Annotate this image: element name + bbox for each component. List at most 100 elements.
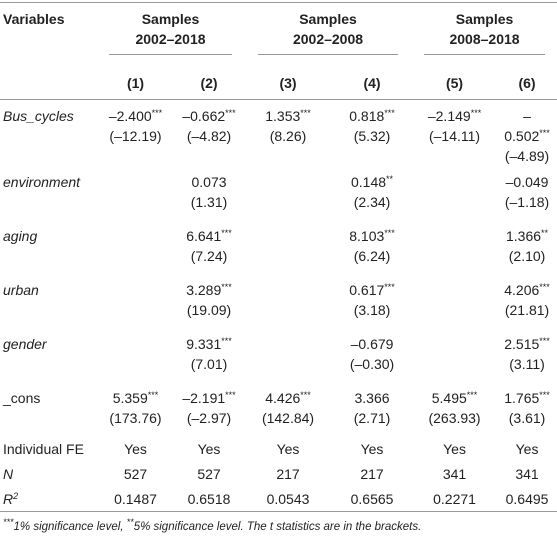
table-cell: 0.6495 — [497, 486, 557, 512]
row-label-text: Bus_cycles — [3, 108, 74, 124]
significance-stars: *** — [539, 336, 550, 346]
significance-stars: *** — [384, 228, 395, 238]
footnote: ***1% significance level, **5% significa… — [0, 512, 557, 542]
group-period: 2002–2018 — [135, 31, 206, 47]
coefficient: 8.103*** — [336, 226, 408, 246]
table-cell: 4.206*** (21.81) — [497, 274, 557, 328]
footnote-stars: *** — [3, 517, 14, 527]
table-cell: Yes — [412, 436, 497, 461]
t-statistic: (2.34) — [353, 194, 391, 210]
significance-stars: *** — [384, 282, 395, 292]
coefficient: 217 — [248, 466, 328, 482]
coefficient: –0.049 — [501, 172, 553, 192]
coefficient-value: –2.400 — [108, 108, 152, 124]
table-cell: 1.353*** (8.26) — [244, 100, 332, 167]
t-statistic: (3.11) — [509, 356, 545, 372]
coefficient-value: 0.617 — [349, 282, 385, 298]
table-cell: –0.502*** (–4.89) — [497, 100, 557, 167]
t-statistic: (19.09) — [186, 302, 232, 318]
column-header: (3) — [279, 75, 297, 91]
group-header-text: Samples 2002–2018 — [109, 9, 232, 55]
table-row: R2 0.1487 0.6518 0.0543 0.6565 0.2271 0.6495 — [0, 486, 557, 512]
table-row: environment 0.073 (1.31) 0.148** (2.34) –0.04… — [0, 166, 557, 220]
t-statistic: (2.71) — [353, 410, 391, 426]
t-statistic: (–14.11) — [428, 128, 481, 144]
group-title: Samples — [455, 11, 514, 27]
coefficient-value: 217 — [276, 465, 300, 482]
table-row: gender 9.331*** (7.01) –0.679 (–0.30) 2.515**… — [0, 328, 557, 382]
coefficient: Yes — [178, 441, 240, 457]
group-title: Samples — [299, 11, 357, 27]
column-header: (6) — [518, 75, 536, 91]
coefficient-value: 341 — [515, 465, 539, 482]
coefficient-value: Yes — [515, 440, 539, 457]
significance-stars: *** — [384, 108, 395, 118]
table-cell: 0.2271 — [412, 486, 497, 512]
t-statistic: (3.18) — [353, 302, 391, 318]
table-cell: 0.148** (2.34) — [332, 166, 412, 220]
table-cell — [412, 274, 497, 328]
significance-stars: *** — [225, 108, 236, 118]
coefficient: Yes — [416, 441, 493, 457]
row-label: gender — [0, 328, 97, 382]
table-cell: 8.103*** (6.24) — [332, 220, 412, 274]
t-statistic: (5.32) — [353, 128, 391, 144]
coefficient: 5.359*** — [101, 388, 170, 408]
coefficient-value: Yes — [276, 440, 300, 457]
coefficient: 0.6495 — [501, 491, 553, 507]
coefficient: 527 — [178, 466, 240, 482]
coefficient: Yes — [248, 441, 328, 457]
table-row: urban 3.289*** (19.09) 0.617*** (3.18) 4.206*… — [0, 274, 557, 328]
coefficient-value: 9.331 — [186, 336, 222, 352]
table-cell: 341 — [497, 461, 557, 486]
table-cell: 5.359*** (173.76) — [97, 382, 174, 436]
significance-stars: *** — [147, 390, 159, 400]
row-label-text: N — [3, 465, 14, 482]
coefficient: 1.353*** — [248, 106, 328, 126]
coefficient-value: 0.818 — [349, 108, 385, 124]
significance-stars: *** — [221, 336, 232, 346]
coefficient: 4.426*** — [248, 388, 328, 408]
empty-header — [0, 67, 97, 100]
coefficient: –0.502*** — [501, 106, 553, 146]
coefficient-value: –0.049 — [505, 174, 549, 190]
t-statistic: (–4.82) — [186, 128, 232, 144]
coefficient: 3.289*** — [178, 280, 240, 300]
row-label: aging — [0, 220, 97, 274]
row-label-text: environment — [3, 174, 81, 190]
coefficient: 0.6518 — [178, 491, 240, 507]
table-cell: 0.1487 — [97, 486, 174, 512]
coefficient-value: 4.426 — [265, 390, 301, 406]
variables-header: Variables — [3, 11, 65, 27]
coefficient: Yes — [501, 441, 553, 457]
table-cell: 9.331*** (7.01) — [174, 328, 244, 382]
coefficient: –0.662*** — [178, 106, 240, 126]
table-cell: 217 — [244, 461, 332, 486]
t-statistic: (–12.19) — [109, 128, 162, 144]
row-label-text: gender — [3, 336, 47, 352]
table-cell: Yes — [174, 436, 244, 461]
footnote-stars: ** — [126, 517, 134, 527]
row-label-text: Individual FE — [3, 440, 84, 457]
footnote-text: 5% significance level. The t statistics … — [133, 521, 422, 533]
coefficient-value: –0.502 — [504, 108, 540, 144]
table-cell: 5.495*** (263.93) — [412, 382, 497, 436]
coefficient-value: 6.641 — [186, 228, 222, 244]
significance-stars: *** — [539, 128, 550, 138]
column-header: (2) — [200, 75, 218, 91]
table-cell: 217 — [332, 461, 412, 486]
table-cell: Yes — [97, 436, 174, 461]
coefficient-value: 8.103 — [349, 228, 385, 244]
group-header: Samples 2002–2018 — [97, 3, 244, 68]
coefficient: –2.191*** — [178, 388, 240, 408]
table-cell: –0.662*** (–4.82) — [174, 100, 244, 167]
t-statistic: (–2.97) — [186, 410, 232, 426]
row-label: R2 — [0, 486, 97, 512]
page: Variables Samples 2002–2018 Samples 2002–20… — [0, 2, 557, 533]
significance-stars: ** — [386, 174, 394, 184]
column-header: (1) — [126, 75, 145, 91]
row-label-text: R — [3, 490, 14, 507]
coefficient: 1.366** — [501, 226, 553, 246]
coefficient: 9.331*** — [178, 334, 240, 354]
table-cell: 527 — [97, 461, 174, 486]
